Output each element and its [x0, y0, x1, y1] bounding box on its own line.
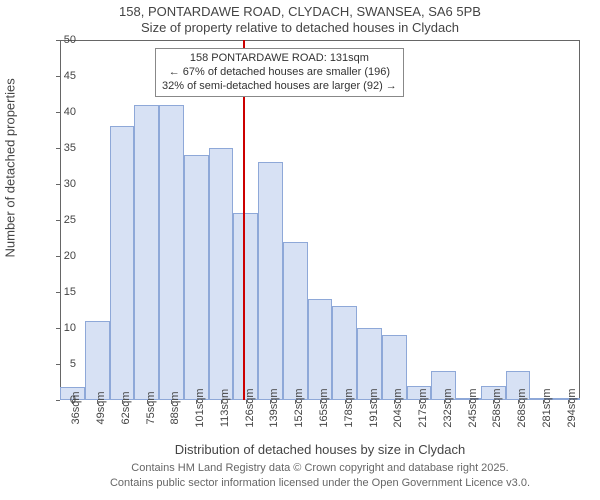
annotation-line-2: ← 67% of detached houses are smaller (19…	[162, 66, 397, 80]
chart-container: 158, PONTARDAWE ROAD, CLYDACH, SWANSEA, …	[0, 0, 600, 500]
x-tick-label: 101sqm	[194, 388, 206, 427]
histogram-bar	[159, 105, 184, 400]
y-tick-label: 30	[46, 178, 76, 190]
top-axis-line	[60, 40, 580, 41]
x-tick-label: 178sqm	[343, 388, 355, 427]
x-tick-label: 217sqm	[417, 388, 429, 427]
x-tick-label: 294sqm	[566, 388, 578, 427]
x-tick-label: 191sqm	[368, 388, 380, 427]
x-tick-label: 165sqm	[318, 388, 330, 427]
x-tick-label: 139sqm	[268, 388, 280, 427]
x-tick-label: 258sqm	[491, 388, 503, 427]
histogram-bar	[233, 213, 258, 400]
histogram-bar	[110, 126, 135, 400]
histogram-bar	[209, 148, 234, 400]
y-tick-label: 50	[46, 34, 76, 46]
right-axis-line	[579, 40, 580, 400]
title-line-2: Size of property relative to detached ho…	[0, 20, 600, 35]
x-tick-label: 281sqm	[541, 388, 553, 427]
x-tick-label: 36sqm	[70, 391, 82, 424]
x-tick-label: 245sqm	[467, 388, 479, 427]
x-axis-label: Distribution of detached houses by size …	[60, 442, 580, 457]
footer-line-2: Contains public sector information licen…	[60, 477, 580, 489]
x-tick-label: 49sqm	[95, 391, 107, 424]
x-tick-label: 113sqm	[219, 389, 231, 427]
y-tick-label: 5	[46, 358, 76, 370]
histogram-bar	[332, 306, 357, 400]
x-tick-label: 126sqm	[244, 388, 256, 427]
x-tick-label: 268sqm	[516, 388, 528, 427]
x-tick-label: 152sqm	[293, 388, 305, 427]
histogram-bar	[258, 162, 283, 400]
histogram-bar	[184, 155, 209, 400]
histogram-bar	[308, 299, 333, 400]
plot-area: 158 PONTARDAWE ROAD: 131sqm← 67% of deta…	[60, 40, 580, 400]
histogram-bar	[283, 242, 308, 400]
y-tick-label: 25	[46, 214, 76, 226]
title-line-1: 158, PONTARDAWE ROAD, CLYDACH, SWANSEA, …	[0, 4, 600, 19]
x-tick-label: 75sqm	[145, 391, 157, 424]
footer-line-1: Contains HM Land Registry data © Crown c…	[60, 462, 580, 474]
histogram-bar	[134, 105, 159, 400]
x-tick-label: 204sqm	[392, 388, 404, 427]
annotation-box: 158 PONTARDAWE ROAD: 131sqm← 67% of deta…	[155, 48, 404, 97]
x-tick-label: 62sqm	[120, 391, 132, 424]
y-axis-label: Number of detached properties	[3, 218, 18, 258]
y-tick-label: 10	[46, 322, 76, 334]
annotation-line-1: 158 PONTARDAWE ROAD: 131sqm	[162, 52, 397, 66]
x-tick-label: 88sqm	[169, 391, 181, 424]
y-tick-label: 20	[46, 250, 76, 262]
x-tick-label: 232sqm	[442, 388, 454, 427]
y-tick-label: 40	[46, 106, 76, 118]
y-tick-label: 35	[46, 142, 76, 154]
y-tick-label: 45	[46, 70, 76, 82]
histogram-bar	[85, 321, 110, 400]
annotation-line-3: 32% of semi-detached houses are larger (…	[162, 80, 397, 94]
y-tick-label: 15	[46, 286, 76, 298]
